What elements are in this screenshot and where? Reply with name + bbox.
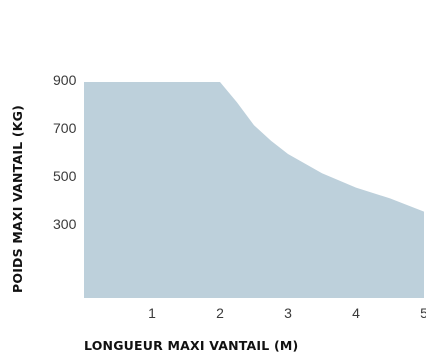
y-tick-label: 700 <box>53 120 77 136</box>
x-tick-label: 4 <box>352 305 360 321</box>
x-axis-title: LONGUEUR MAXI VANTAIL (M) <box>84 338 298 353</box>
y-tick-labels: 300 500 700 900 <box>53 72 77 232</box>
x-tick-labels: 1 2 3 4 5 <box>148 305 426 321</box>
x-tick-label: 1 <box>148 305 156 321</box>
y-axis-title: POIDS MAXI VANTAIL (KG) <box>10 105 25 293</box>
x-tick-label: 5 <box>420 305 426 321</box>
y-tick-label: 300 <box>53 216 77 232</box>
area-fill <box>84 82 424 298</box>
x-tick-label: 3 <box>284 305 292 321</box>
y-tick-label: 500 <box>53 168 77 184</box>
x-tick-label: 2 <box>216 305 224 321</box>
y-tick-label: 900 <box>53 72 77 88</box>
